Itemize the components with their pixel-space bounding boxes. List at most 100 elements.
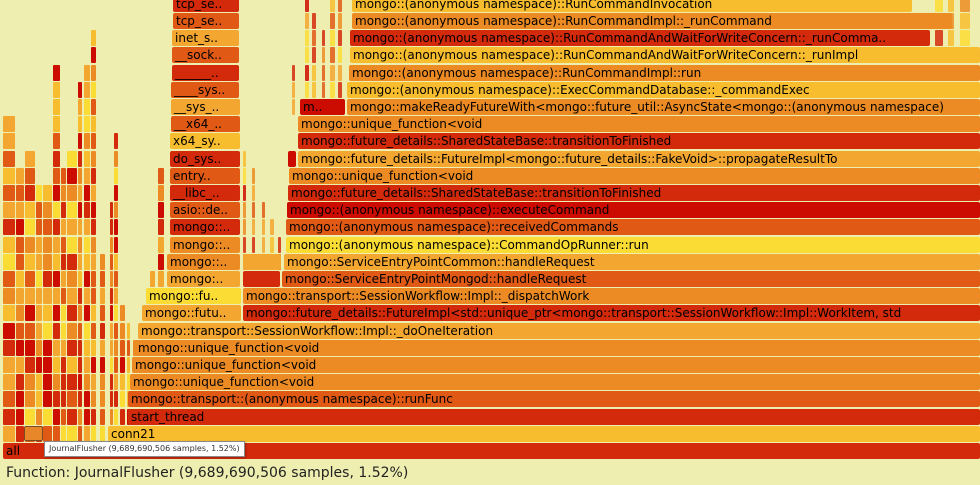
stack-frame-sliver[interactable] (84, 391, 90, 408)
stack-frame-sliver[interactable] (100, 408, 105, 425)
stack-frame-sliver[interactable] (36, 357, 42, 373)
stack-frame-sliver[interactable] (312, 81, 316, 98)
stack-frame-sliver[interactable] (43, 322, 52, 339)
stack-frame-sliver[interactable] (43, 357, 52, 373)
stack-frame-sliver[interactable] (53, 374, 60, 391)
stack-frame-sliver[interactable] (150, 271, 155, 287)
stack-frame-sliver[interactable] (61, 305, 66, 322)
stack-frame-sliver[interactable] (25, 288, 35, 305)
stack-frame-sliver[interactable] (114, 271, 118, 287)
stack-frame-sliver[interactable] (84, 339, 90, 356)
stack-frame-sliver[interactable] (338, 64, 342, 81)
stack-frame-sliver[interactable] (91, 322, 96, 339)
stack-frame-sliver[interactable] (25, 374, 35, 391)
stack-frame-sliver[interactable] (305, 13, 309, 29)
stack-frame-sliver[interactable] (91, 99, 96, 115)
stack-frame[interactable]: mongo::fu.. (146, 288, 241, 305)
stack-frame-sliver[interactable] (53, 253, 60, 270)
stack-frame-sliver[interactable] (252, 167, 255, 184)
stack-frame-sliver[interactable] (61, 167, 66, 184)
stack-frame-sliver[interactable] (78, 339, 82, 356)
stack-frame[interactable]: all (3, 443, 980, 459)
stack-frame-sliver[interactable] (16, 374, 24, 391)
stack-frame-sliver[interactable] (243, 219, 246, 236)
stack-frame-sliver[interactable] (78, 305, 82, 322)
stack-frame-sliver[interactable] (330, 47, 335, 64)
stack-frame-sliver[interactable] (312, 13, 316, 29)
stack-frame[interactable]: mongo::(anonymous namespace)::RunCommand… (352, 13, 952, 29)
stack-frame[interactable]: mongo::(anonymous namespace)::RunCommand… (352, 0, 912, 12)
stack-frame-sliver[interactable] (114, 339, 118, 356)
stack-frame-sliver[interactable] (91, 202, 96, 219)
stack-frame-sliver[interactable] (25, 253, 35, 270)
stack-frame-sliver[interactable] (78, 236, 82, 253)
stack-frame[interactable]: __x64_.. (171, 116, 240, 133)
stack-frame-sliver[interactable] (252, 219, 255, 236)
stack-frame-sliver[interactable] (53, 219, 60, 236)
stack-frame-sliver[interactable] (127, 357, 130, 373)
stack-frame-sliver[interactable] (91, 185, 96, 201)
stack-frame-sliver[interactable] (100, 339, 105, 356)
stack-frame-sliver[interactable] (3, 133, 15, 150)
stack-frame-sliver[interactable] (114, 253, 118, 270)
stack-frame-sliver[interactable] (61, 219, 66, 236)
stack-frame-sliver[interactable] (25, 150, 35, 167)
stack-frame-sliver[interactable] (120, 408, 125, 425)
stack-frame-sliver[interactable] (84, 185, 90, 201)
stack-frame-sliver[interactable] (53, 357, 60, 373)
stack-frame-sliver[interactable] (252, 185, 255, 201)
stack-frame-sliver[interactable] (110, 357, 113, 373)
stack-frame-sliver[interactable] (3, 425, 15, 442)
stack-frame-sliver[interactable] (67, 391, 77, 408)
stack-frame-sliver[interactable] (312, 64, 316, 81)
stack-frame-sliver[interactable] (53, 150, 60, 167)
stack-frame-sliver[interactable] (36, 253, 42, 270)
stack-frame-sliver[interactable] (91, 219, 96, 236)
stack-frame-sliver[interactable] (3, 253, 15, 270)
stack-frame[interactable]: m.. (300, 99, 345, 115)
stack-frame-sliver[interactable] (78, 408, 82, 425)
stack-frame-sliver[interactable] (84, 219, 90, 236)
stack-frame-sliver[interactable] (252, 202, 255, 219)
stack-frame-sliver[interactable] (935, 0, 943, 12)
stack-frame-sliver[interactable] (91, 81, 96, 98)
stack-frame-sliver[interactable] (91, 271, 96, 287)
stack-frame[interactable]: conn21 (108, 425, 980, 442)
stack-frame-sliver[interactable] (114, 288, 118, 305)
stack-frame-sliver[interactable] (322, 64, 325, 81)
stack-frame-sliver[interactable] (67, 236, 77, 253)
stack-frame-sliver[interactable] (948, 0, 954, 12)
stack-frame[interactable]: tcp_se.. (173, 13, 239, 29)
stack-frame-sliver[interactable] (110, 271, 113, 287)
stack-frame-sliver[interactable] (25, 202, 35, 219)
stack-frame-sliver[interactable] (120, 339, 125, 356)
stack-frame-sliver[interactable] (16, 425, 24, 442)
stack-frame-sliver[interactable] (78, 167, 82, 184)
stack-frame-sliver[interactable] (91, 305, 96, 322)
stack-frame-sliver[interactable] (158, 167, 164, 184)
stack-frame-sliver[interactable] (84, 81, 90, 98)
stack-frame-sliver[interactable] (3, 167, 15, 184)
stack-frame[interactable]: mongo::transport::SessionWorkflow::Impl:… (138, 322, 980, 339)
stack-frame-sliver[interactable] (25, 167, 35, 184)
stack-frame-sliver[interactable] (16, 271, 24, 287)
stack-frame-sliver[interactable] (67, 202, 77, 219)
stack-frame[interactable]: mongo::(anonymous namespace)::RunCommand… (350, 30, 930, 47)
stack-frame-sliver[interactable] (84, 253, 90, 270)
stack-frame[interactable]: mongo::future_details::SharedStateBase::… (298, 133, 980, 150)
stack-frame-sliver[interactable] (91, 288, 96, 305)
stack-frame-sliver[interactable] (3, 391, 15, 408)
stack-frame-sliver[interactable] (120, 391, 125, 408)
stack-frame-sliver[interactable] (84, 305, 90, 322)
stack-frame[interactable]: mongo::.. (170, 219, 240, 236)
stack-frame-sliver[interactable] (3, 288, 15, 305)
stack-frame-sliver[interactable] (322, 81, 325, 98)
stack-frame-sliver[interactable] (36, 391, 42, 408)
stack-frame-sliver[interactable] (114, 150, 118, 167)
stack-frame-sliver[interactable] (43, 425, 52, 442)
stack-frame-sliver[interactable] (114, 219, 118, 236)
stack-frame-sliver[interactable] (110, 219, 113, 236)
stack-frame-sliver[interactable] (25, 339, 35, 356)
stack-frame-sliver[interactable] (110, 305, 113, 322)
stack-frame-sliver[interactable] (114, 391, 118, 408)
